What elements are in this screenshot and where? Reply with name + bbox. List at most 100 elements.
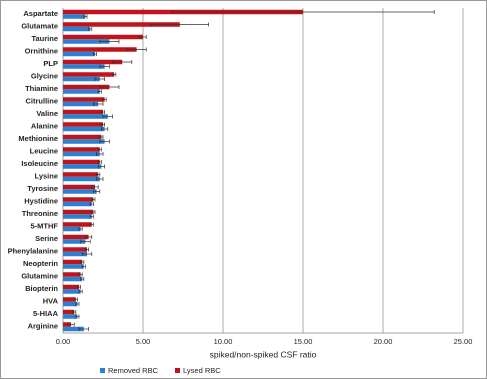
bar	[63, 259, 83, 265]
bar	[63, 164, 102, 169]
y-tick-label: Leucine	[30, 147, 58, 156]
bar	[63, 101, 99, 107]
bar	[63, 97, 105, 102]
x-tick-label: 20.00	[374, 337, 393, 346]
error-bar	[78, 272, 83, 277]
bar	[63, 297, 76, 302]
y-tick-label: Glycine	[31, 72, 58, 81]
y-tick-label: Tyrosine	[27, 184, 58, 193]
error-bar	[81, 252, 93, 256]
bar	[63, 184, 95, 190]
legend-label: Lysed RBC	[183, 366, 221, 375]
error-bar	[97, 160, 102, 164]
bar	[63, 72, 115, 77]
error-bar	[78, 327, 89, 331]
error-bar	[97, 147, 102, 152]
bar	[63, 122, 103, 127]
y-tick-label: Neopterin	[23, 259, 58, 268]
error-bar	[89, 202, 94, 206]
y-tick-label: Thiamine	[25, 84, 58, 93]
bar	[63, 239, 86, 244]
bar	[63, 276, 83, 282]
y-tick-label: Methionine	[18, 134, 58, 143]
y-tick-label: Glutamine	[21, 272, 58, 281]
bar	[63, 109, 103, 115]
bar	[63, 139, 105, 144]
y-tick-label: Aspartate	[23, 9, 58, 18]
error-bar	[77, 285, 81, 289]
x-axis-label: spiked/non-spiked CSF ratio	[210, 349, 317, 359]
error-bar	[85, 247, 89, 252]
bar	[63, 189, 97, 194]
bar	[63, 34, 143, 40]
bar	[63, 314, 78, 319]
y-tick-label: HVA	[43, 297, 59, 306]
bar	[63, 51, 95, 57]
error-bar	[80, 239, 91, 244]
y-tick-label: Alanine	[31, 122, 58, 131]
error-bar	[78, 289, 83, 294]
y-tick-label: Phenylalanine	[8, 247, 58, 256]
y-tick-label: Valine	[36, 109, 58, 118]
bar	[63, 176, 100, 182]
error-bar	[99, 64, 110, 69]
y-tick-label: Isoleucine	[21, 159, 58, 168]
error-bar	[88, 27, 93, 31]
error-bar	[93, 189, 101, 194]
y-tick-label: Arginine	[28, 322, 58, 331]
error-bar	[101, 122, 105, 127]
error-bar	[80, 277, 85, 281]
bar	[63, 264, 84, 269]
bar	[63, 59, 123, 65]
error-bar	[96, 152, 104, 156]
y-tick-label: PLP	[43, 59, 58, 68]
bar	[63, 251, 87, 257]
legend-swatch	[100, 368, 105, 373]
error-bar	[75, 314, 80, 319]
y-tick-label: 5-MTHF	[31, 222, 59, 231]
legend-swatch	[175, 368, 180, 373]
error-bar	[89, 222, 94, 227]
error-bar	[99, 135, 104, 139]
x-tick-label: 5.00	[136, 337, 151, 346]
error-bar	[91, 197, 96, 202]
error-bar	[99, 39, 120, 44]
error-bar	[83, 14, 88, 19]
error-bar	[80, 260, 85, 264]
error-bar	[99, 85, 120, 89]
bar	[63, 76, 100, 82]
x-tick-label: 25.00	[454, 337, 473, 346]
error-bar	[91, 210, 96, 214]
error-bar	[96, 177, 104, 181]
bar	[63, 151, 100, 157]
bar	[63, 84, 110, 90]
bar	[63, 234, 89, 240]
bar	[63, 22, 180, 27]
error-bar	[101, 110, 105, 114]
error-bar	[73, 297, 78, 302]
bar	[63, 47, 137, 52]
bar	[63, 147, 100, 152]
error-bar	[93, 102, 104, 106]
y-tick-label: Glutamate	[21, 22, 58, 31]
bar	[63, 126, 105, 132]
bar	[63, 134, 102, 140]
x-tick-label: 15.00	[294, 337, 313, 346]
bar	[63, 247, 87, 252]
error-bar	[126, 47, 147, 52]
bar	[63, 114, 108, 119]
bar	[63, 26, 91, 32]
bar	[63, 322, 71, 327]
y-tick-label: Serine	[35, 234, 58, 243]
error-bar	[94, 77, 105, 81]
error-bar	[112, 72, 117, 77]
bar	[63, 64, 105, 69]
y-tick-label: Threonine	[22, 209, 58, 218]
error-bar	[99, 139, 110, 144]
error-bar	[139, 35, 147, 39]
bar	[63, 226, 81, 232]
y-tick-label: Lysine	[35, 172, 58, 181]
y-tick-label: Ornithine	[25, 47, 58, 56]
error-bar	[85, 235, 93, 239]
error-bar	[67, 322, 75, 327]
